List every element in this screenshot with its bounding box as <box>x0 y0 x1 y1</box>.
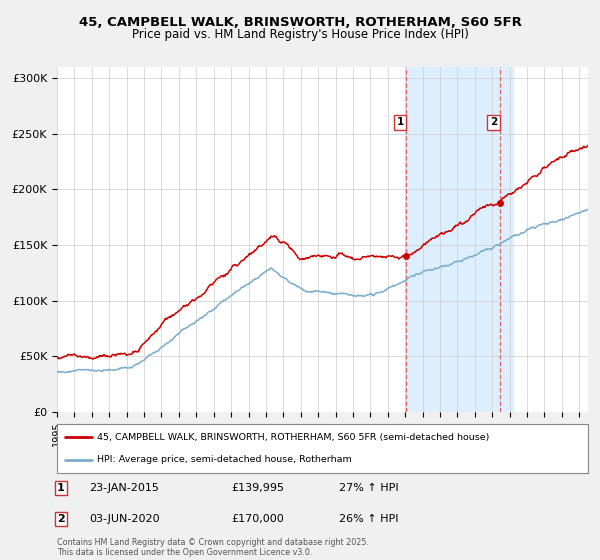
Text: 2: 2 <box>57 514 65 524</box>
Text: £139,995: £139,995 <box>231 483 284 493</box>
Text: 27% ↑ HPI: 27% ↑ HPI <box>339 483 398 493</box>
Text: Contains HM Land Registry data © Crown copyright and database right 2025.
This d: Contains HM Land Registry data © Crown c… <box>57 538 369 557</box>
Text: £170,000: £170,000 <box>231 514 284 524</box>
Text: 2: 2 <box>490 117 497 127</box>
Text: 1: 1 <box>57 483 65 493</box>
Text: Price paid vs. HM Land Registry's House Price Index (HPI): Price paid vs. HM Land Registry's House … <box>131 28 469 41</box>
Text: 03-JUN-2020: 03-JUN-2020 <box>89 514 160 524</box>
Text: 26% ↑ HPI: 26% ↑ HPI <box>339 514 398 524</box>
Text: 45, CAMPBELL WALK, BRINSWORTH, ROTHERHAM, S60 5FR: 45, CAMPBELL WALK, BRINSWORTH, ROTHERHAM… <box>79 16 521 29</box>
Text: 23-JAN-2015: 23-JAN-2015 <box>89 483 158 493</box>
Bar <box>406 67 513 412</box>
Text: HPI: Average price, semi-detached house, Rotherham: HPI: Average price, semi-detached house,… <box>97 455 352 464</box>
Text: 1: 1 <box>397 117 404 127</box>
Text: 45, CAMPBELL WALK, BRINSWORTH, ROTHERHAM, S60 5FR (semi-detached house): 45, CAMPBELL WALK, BRINSWORTH, ROTHERHAM… <box>97 433 489 442</box>
